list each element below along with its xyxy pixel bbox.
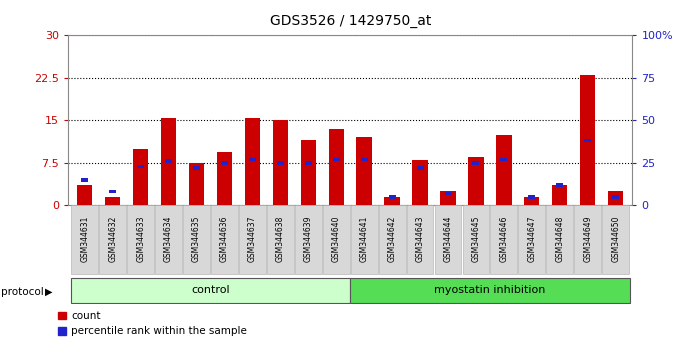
Bar	[273, 120, 288, 205]
Text: GSM344634: GSM344634	[164, 215, 173, 262]
Bar	[328, 129, 344, 205]
Text: GSM344644: GSM344644	[443, 215, 452, 262]
FancyBboxPatch shape	[127, 205, 154, 274]
Bar	[441, 191, 456, 205]
Bar	[469, 157, 483, 205]
FancyBboxPatch shape	[239, 205, 266, 274]
Text: GSM344638: GSM344638	[276, 215, 285, 262]
FancyBboxPatch shape	[546, 205, 573, 274]
Bar	[608, 191, 624, 205]
Bar	[137, 165, 144, 168]
Bar	[245, 118, 260, 205]
FancyBboxPatch shape	[71, 205, 98, 274]
Bar	[109, 190, 116, 193]
Bar	[305, 161, 311, 165]
Text: GSM344636: GSM344636	[220, 215, 229, 262]
Bar	[552, 185, 567, 205]
FancyBboxPatch shape	[462, 205, 490, 274]
Bar	[277, 161, 284, 165]
FancyBboxPatch shape	[183, 205, 210, 274]
FancyBboxPatch shape	[211, 205, 238, 274]
Bar	[417, 166, 424, 170]
Bar	[161, 118, 176, 205]
Bar	[473, 161, 479, 165]
Bar	[77, 185, 92, 205]
Bar	[500, 158, 507, 161]
Bar	[193, 166, 200, 170]
Text: GSM344640: GSM344640	[332, 215, 341, 262]
Text: GSM344642: GSM344642	[388, 215, 396, 262]
FancyBboxPatch shape	[71, 278, 350, 303]
Text: ▶: ▶	[45, 287, 52, 297]
FancyBboxPatch shape	[155, 205, 182, 274]
Text: GSM344647: GSM344647	[527, 215, 537, 262]
FancyBboxPatch shape	[99, 205, 126, 274]
FancyBboxPatch shape	[518, 205, 545, 274]
Bar	[221, 161, 228, 165]
Bar	[445, 192, 452, 195]
Text: GSM344635: GSM344635	[192, 215, 201, 262]
Bar	[412, 160, 428, 205]
Bar	[524, 197, 539, 205]
Bar	[249, 158, 256, 161]
Bar	[356, 137, 372, 205]
Text: GSM344649: GSM344649	[583, 215, 592, 262]
FancyBboxPatch shape	[295, 205, 322, 274]
Bar	[133, 149, 148, 205]
Bar	[556, 183, 563, 187]
Text: GSM344641: GSM344641	[360, 215, 369, 262]
Text: GSM344648: GSM344648	[556, 215, 564, 262]
FancyBboxPatch shape	[602, 205, 629, 274]
Bar	[217, 152, 232, 205]
Text: GSM344645: GSM344645	[471, 215, 481, 262]
Bar	[82, 178, 88, 182]
Text: GSM344639: GSM344639	[304, 215, 313, 262]
Bar	[496, 135, 511, 205]
Bar	[528, 195, 535, 199]
Bar	[165, 159, 172, 163]
Bar	[105, 197, 120, 205]
Text: GSM344633: GSM344633	[136, 215, 145, 262]
Text: GSM344650: GSM344650	[611, 215, 620, 262]
FancyBboxPatch shape	[267, 205, 294, 274]
FancyBboxPatch shape	[435, 205, 462, 274]
FancyBboxPatch shape	[323, 205, 350, 274]
Bar	[360, 158, 368, 161]
Bar	[580, 75, 596, 205]
FancyBboxPatch shape	[350, 278, 630, 303]
Bar	[389, 195, 396, 199]
Legend: count, percentile rank within the sample: count, percentile rank within the sample	[58, 311, 247, 336]
FancyBboxPatch shape	[351, 205, 377, 274]
FancyBboxPatch shape	[379, 205, 405, 274]
Bar	[384, 197, 400, 205]
Text: GSM344643: GSM344643	[415, 215, 424, 262]
Text: GSM344637: GSM344637	[248, 215, 257, 262]
Bar	[612, 195, 619, 199]
Bar	[301, 140, 316, 205]
Text: GSM344631: GSM344631	[80, 215, 89, 262]
Bar	[189, 163, 204, 205]
FancyBboxPatch shape	[575, 205, 601, 274]
Bar	[584, 139, 591, 142]
Text: GDS3526 / 1429750_at: GDS3526 / 1429750_at	[269, 14, 431, 28]
Text: GSM344646: GSM344646	[499, 215, 509, 262]
Text: control: control	[191, 285, 230, 295]
Text: myostatin inhibition: myostatin inhibition	[435, 285, 545, 295]
FancyBboxPatch shape	[407, 205, 433, 274]
Bar	[333, 158, 340, 161]
Text: GSM344632: GSM344632	[108, 215, 117, 262]
FancyBboxPatch shape	[490, 205, 517, 274]
Text: protocol: protocol	[1, 287, 48, 297]
